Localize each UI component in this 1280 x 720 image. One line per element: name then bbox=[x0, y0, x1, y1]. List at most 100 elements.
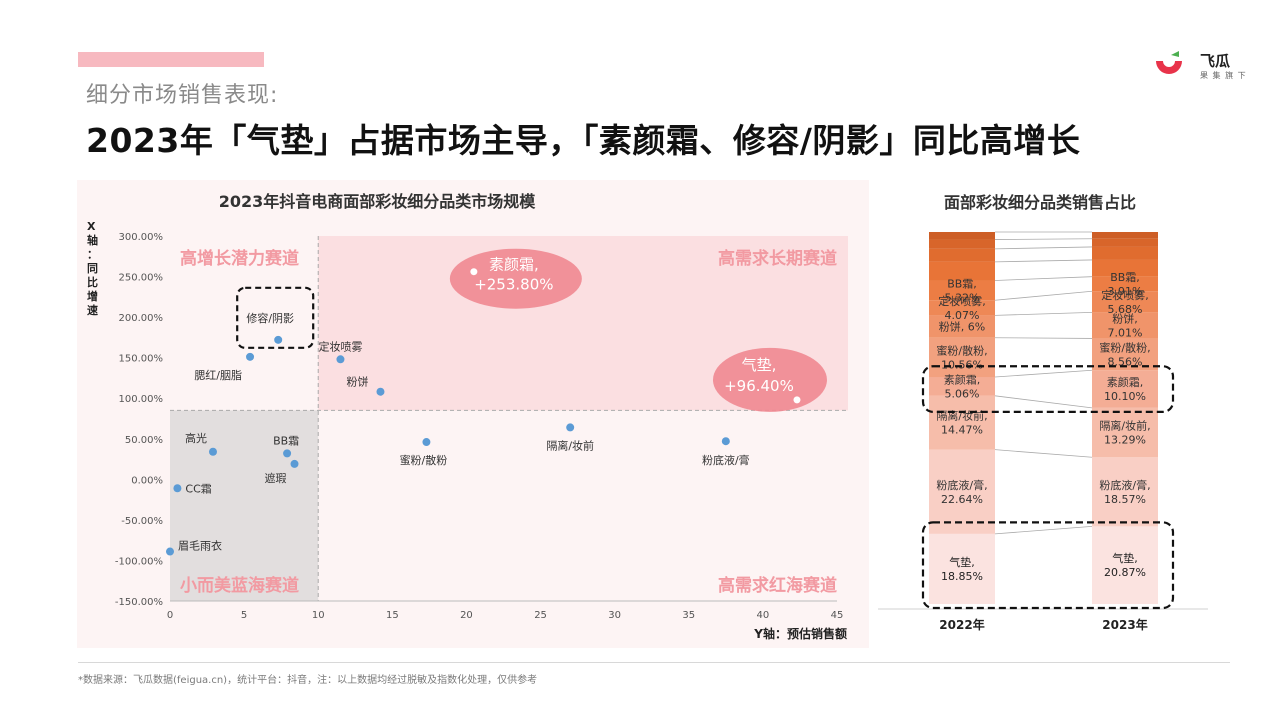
stacked-bar-chart: 面部彩妆细分品类销售占比 气垫, 18.85% 粉底液/膏, 22.64% 隔离/妆前,… bbox=[878, 193, 1208, 632]
scatter-x-axis-label: Y轴：预估销售额 bbox=[753, 626, 847, 641]
segment-label: 素颜霜, 10.10% bbox=[1104, 376, 1146, 403]
segment-label: BB霜, 3.91% bbox=[1108, 271, 1143, 298]
quadrant-bottom-left bbox=[170, 410, 319, 601]
segment-label: 隔离/妆前, 13.29% bbox=[1099, 419, 1150, 447]
x-tick-label: 5 bbox=[241, 610, 247, 621]
point-label: 蜜粉/散粉 bbox=[400, 453, 448, 467]
footer-divider bbox=[78, 662, 1230, 663]
connector-line bbox=[994, 290, 1093, 301]
highlight-box-qidian bbox=[921, 521, 1175, 610]
scatter-point bbox=[566, 423, 575, 432]
connector-line bbox=[994, 369, 1093, 378]
bar-segment bbox=[929, 533, 995, 604]
x-tick-label: 15 bbox=[386, 610, 399, 621]
accent-bar bbox=[78, 52, 264, 67]
quadrant-label-bottom-left: 小而美蓝海赛道 bbox=[180, 575, 299, 596]
bar-segment bbox=[929, 261, 995, 281]
scatter-point bbox=[290, 459, 299, 468]
logo-tagline: 果 集 旗 下 bbox=[1200, 71, 1247, 80]
scatter-point bbox=[283, 449, 292, 458]
callout-value: +253.80% bbox=[474, 276, 553, 294]
scatter-y-axis-label: X 轴：同比增速 bbox=[87, 220, 98, 317]
quadrant-label-top-right: 高需求长期赛道 bbox=[718, 248, 837, 269]
segment-label: 粉底液/膏, 18.57% bbox=[1099, 478, 1150, 506]
y-tick-label: 200.00% bbox=[119, 313, 164, 324]
bar-segment bbox=[929, 395, 995, 450]
scatter-title: 2023年抖音电商面部彩妆细分品类市场规模 bbox=[219, 192, 537, 211]
segment-label: 定妆喷雾, 5.68% bbox=[1101, 288, 1149, 316]
point-label: 眉毛雨衣 bbox=[178, 539, 222, 553]
page-title: 2023年「气垫」占据市场主导，「素颜霜、修容/阴影」同比高增长 bbox=[86, 121, 1081, 160]
bar-segment bbox=[1092, 407, 1158, 458]
bar-segment bbox=[1092, 457, 1158, 527]
x-tick-label: 40 bbox=[757, 610, 770, 621]
scatter-point bbox=[422, 438, 431, 447]
scatter-point-suyanshuang bbox=[470, 268, 478, 276]
x-tick-label: 45 bbox=[831, 610, 844, 621]
x-tick-label: 25 bbox=[534, 610, 547, 621]
point-label: 腮红/胭脂 bbox=[194, 368, 242, 382]
bar-segment bbox=[929, 300, 995, 316]
y-tick-label: -150.00% bbox=[115, 597, 163, 608]
connector-line bbox=[994, 337, 1093, 339]
y-tick-label: 100.00% bbox=[119, 394, 164, 405]
x-tick-label: 0 bbox=[167, 610, 173, 621]
bar-segment bbox=[929, 449, 995, 534]
y-tick-label: 50.00% bbox=[125, 435, 163, 446]
scatter-point bbox=[246, 352, 255, 361]
point-label: CC霜 bbox=[185, 482, 211, 495]
scatter-point bbox=[166, 547, 174, 556]
stacked-bar-title: 面部彩妆细分品类销售占比 bbox=[944, 193, 1136, 212]
scatter-point bbox=[376, 387, 385, 396]
y-tick-label: -50.00% bbox=[121, 516, 163, 527]
x-tick-label: 30 bbox=[608, 610, 621, 621]
y-tick-label: 0.00% bbox=[131, 475, 163, 486]
scatter-point bbox=[721, 437, 730, 446]
point-label: 定妆喷雾 bbox=[318, 339, 362, 353]
segment-label: 蜜粉/散粉, 10.56% bbox=[936, 343, 987, 371]
segment-label: 粉饼, 6% bbox=[939, 320, 985, 334]
bar-segment bbox=[929, 280, 995, 301]
logo-name: 飞瓜 bbox=[1200, 52, 1231, 70]
scatter-point bbox=[173, 484, 182, 493]
callout-qidian bbox=[712, 347, 827, 412]
point-label: 粉底液/膏 bbox=[702, 453, 750, 467]
x-tick-label: 10 bbox=[312, 610, 325, 621]
bar-segment bbox=[929, 315, 995, 338]
scatter-point bbox=[336, 355, 345, 364]
scatter-chart: 2023年抖音电商面部彩妆细分品类市场规模 高增长潜力赛道 高需求长期赛道小而美蓝… bbox=[87, 192, 848, 641]
quadrant-label-bottom-right: 高需求红海赛道 bbox=[718, 575, 837, 596]
callout-name: 素颜霜, bbox=[489, 256, 539, 274]
page-subtitle: 细分市场销售表现: bbox=[86, 83, 279, 108]
connector-line bbox=[994, 276, 1093, 281]
connector-line bbox=[994, 246, 1093, 250]
connector-line bbox=[994, 395, 1093, 409]
bar-segment bbox=[1092, 238, 1158, 247]
bar-segment bbox=[1092, 526, 1158, 604]
highlight-box-suyanshuang bbox=[921, 365, 1175, 413]
stacked-bar-panel: 面部彩妆细分品类销售占比 气垫, 18.85% 粉底液/膏, 22.64% 隔离/妆前,… bbox=[878, 180, 1208, 648]
data-source-note: *数据来源：飞瓜数据(feigua.cn)，统计平台：抖音，注：以上数据均经过脱… bbox=[78, 675, 538, 686]
connector-line bbox=[994, 238, 1093, 240]
segment-label: 粉饼, 7.01% bbox=[1108, 311, 1143, 339]
segment-label: 粉底液/膏, 22.64% bbox=[936, 478, 987, 506]
scatter-panel: 2023年抖音电商面部彩妆细分品类市场规模 高增长潜力赛道 高需求长期赛道小而美蓝… bbox=[77, 180, 869, 648]
scatter-point bbox=[208, 447, 217, 456]
y-tick-label: 150.00% bbox=[119, 354, 164, 365]
y-tick-label: 250.00% bbox=[119, 273, 164, 284]
bar-segment bbox=[1092, 338, 1158, 371]
segment-label: BB霜, 5.32% bbox=[945, 277, 980, 304]
point-label: 修容/阴影 bbox=[246, 311, 294, 325]
scatter-point bbox=[274, 335, 283, 344]
bar-segment bbox=[929, 232, 995, 240]
callout-suyanshuang bbox=[449, 248, 582, 309]
segment-label: 定妆喷雾, 4.07% bbox=[938, 294, 986, 322]
bar-segment bbox=[1092, 370, 1158, 408]
x-tick-label: 35 bbox=[682, 610, 695, 621]
bar-segment bbox=[1092, 276, 1158, 292]
point-label: 隔离/妆前 bbox=[546, 438, 594, 452]
quadrant-label-top-left: 高增长潜力赛道 bbox=[180, 248, 299, 269]
segment-label: 气垫, 18.85% bbox=[941, 555, 983, 583]
y-tick-label: -100.00% bbox=[115, 556, 163, 567]
callout-value: +96.40% bbox=[724, 377, 794, 395]
